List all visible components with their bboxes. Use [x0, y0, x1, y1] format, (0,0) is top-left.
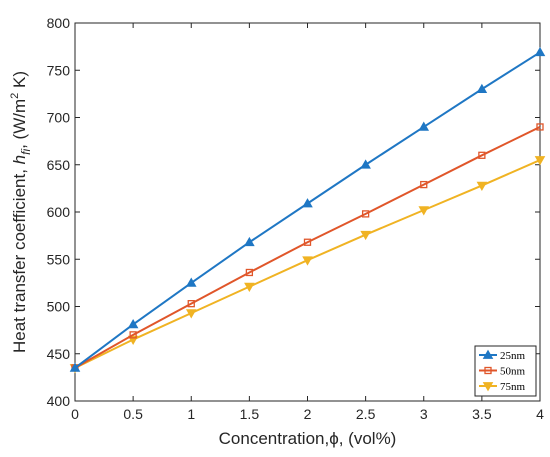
legend-marker-50nm	[484, 366, 492, 375]
data-point-25nm	[476, 83, 488, 93]
x-tick-label: 4	[536, 406, 544, 422]
data-point-75nm	[360, 230, 371, 241]
x-tick-label: 1	[187, 406, 195, 422]
data-point-50nm	[361, 210, 370, 218]
y-axis-label-unit-end: K)	[10, 71, 29, 93]
data-point-75nm	[244, 282, 255, 293]
y-tick-label: 400	[47, 393, 71, 409]
data-point-50nm	[536, 123, 544, 131]
y-tick-label: 500	[47, 299, 71, 315]
y-axis-label: Heat transfer coefficient, hfi, (W/m2 K)	[9, 71, 33, 353]
legend: 25nm 50nm 75nm	[474, 345, 537, 397]
y-tick-label: 800	[47, 15, 71, 31]
data-point-25nm	[418, 121, 430, 131]
axes: 0 0.5 1 1.5 2 2.5 3 3.5 4 400 450 500 550 600 650 700 75…	[47, 15, 544, 422]
data-point-50nm	[478, 151, 486, 159]
x-tick-label: 3.5	[472, 406, 492, 422]
y-tick-label: 450	[47, 346, 71, 362]
data-point-25nm	[534, 46, 546, 57]
y-tick-label: 650	[47, 157, 71, 173]
y-axis-label-subscript: fi	[19, 149, 33, 155]
data-point-75nm	[185, 309, 197, 319]
data-point-50nm	[420, 180, 428, 189]
x-tick-label: 1.5	[240, 406, 260, 422]
series-layer	[69, 46, 546, 374]
data-point-50nm	[245, 268, 254, 277]
legend-label-50nm: 50nm	[500, 366, 526, 378]
legend-label-75nm: 75nm	[500, 381, 526, 393]
data-point-25nm	[127, 319, 139, 329]
y-tick-label: 750	[47, 62, 71, 78]
x-tick-label: 0	[71, 406, 79, 422]
legend-marker-75nm	[482, 382, 494, 392]
data-point-75nm	[476, 181, 488, 191]
y-tick-label: 700	[47, 110, 71, 126]
data-point-75nm	[534, 156, 546, 166]
data-point-25nm	[302, 198, 313, 208]
data-point-50nm	[303, 238, 312, 246]
series-75nm	[69, 156, 546, 374]
x-tick-label: 3	[420, 406, 428, 422]
data-point-25nm	[360, 159, 371, 169]
legend-label-25nm: 25nm	[500, 350, 526, 362]
y-tick-label: 600	[47, 204, 71, 220]
y-axis-label-prefix: Heat transfer coefficient,	[10, 164, 29, 353]
y-axis-label-unit-superscript: 2	[9, 93, 21, 99]
data-point-25nm	[244, 236, 255, 247]
series-25nm	[69, 46, 546, 372]
data-point-50nm	[187, 300, 195, 308]
x-tick-label: 2.5	[356, 406, 376, 422]
x-axis-label: Concentration,ϕ, (vol%)	[219, 429, 397, 448]
x-tick-label: 0.5	[123, 406, 143, 422]
y-axis-label-unit: , (W/m	[10, 99, 29, 149]
series-50nm	[71, 123, 544, 372]
y-axis-label-symbol: h	[10, 155, 29, 164]
legend-marker-25nm	[482, 349, 494, 359]
data-point-50nm	[129, 331, 137, 339]
y-tick-label: 550	[47, 251, 71, 267]
data-point-25nm	[185, 277, 197, 287]
series-line-25nm	[74, 51, 541, 369]
data-point-75nm	[302, 256, 313, 266]
data-point-25nm	[69, 362, 81, 372]
data-point-75nm	[418, 206, 430, 216]
plot-frame	[74, 22, 541, 402]
x-tick-label: 2	[304, 406, 312, 422]
series-line-50nm	[74, 126, 541, 369]
